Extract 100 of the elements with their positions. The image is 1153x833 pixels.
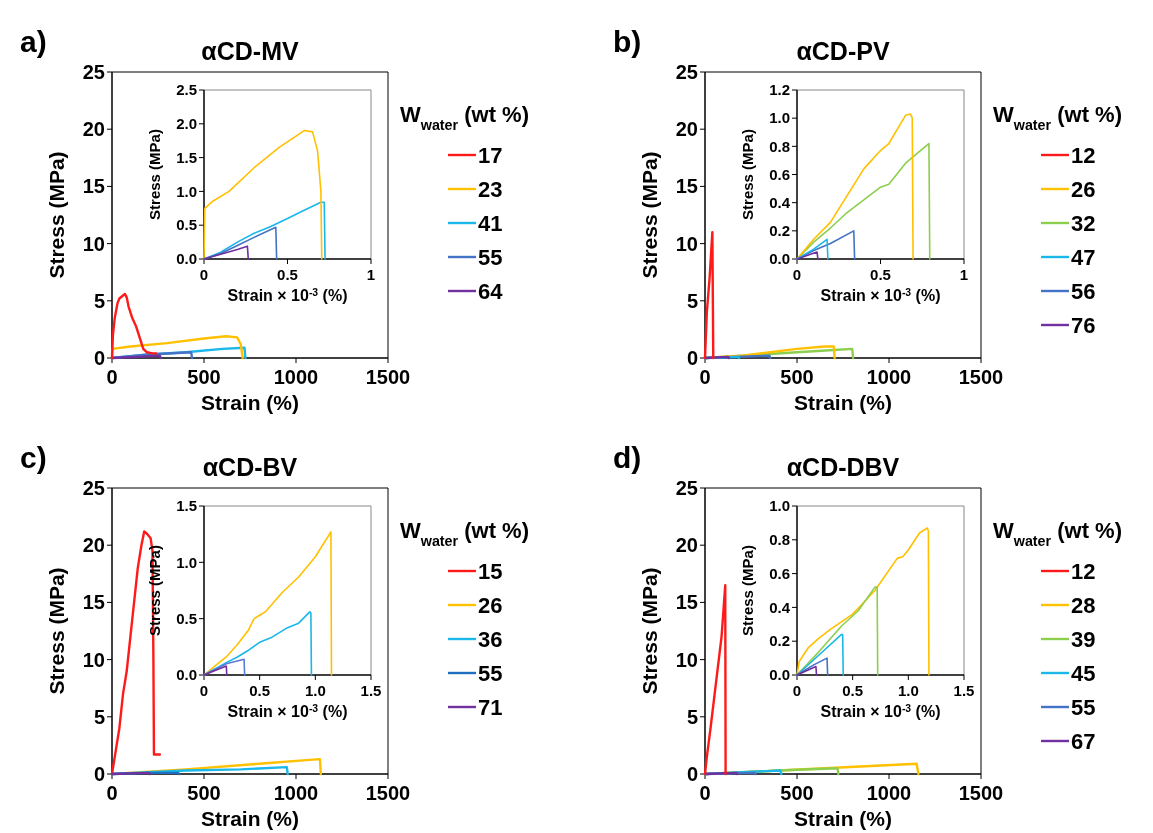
- legend-title: W$_{water}$ (wt %): [400, 102, 530, 133]
- legend-label: 55: [478, 661, 503, 686]
- legend-label: 23: [478, 177, 503, 202]
- line-series: [703, 230, 715, 360]
- legend-label: 67: [1071, 729, 1096, 754]
- x-tick-label: 1000: [273, 366, 319, 388]
- y-tick-label: 0: [93, 763, 105, 785]
- line-series: [110, 292, 158, 360]
- legend-label: 12: [1071, 559, 1096, 584]
- y-tick-label: 1.0: [176, 182, 197, 200]
- x-tick-label: 1500: [365, 782, 411, 804]
- x-tick-label: 1.0: [304, 682, 326, 699]
- y-tick-label: 0.4: [769, 193, 791, 211]
- y-tick-label: 0.8: [769, 531, 790, 549]
- y-tick-label: 5: [686, 289, 698, 312]
- line-series: [110, 530, 162, 776]
- y-tick-label: 10: [675, 232, 698, 255]
- legend-title: W$_{water}$ (wt %): [993, 518, 1123, 549]
- y-tick-label: 0: [686, 347, 698, 369]
- x-tick-label: 0.5: [277, 266, 298, 283]
- chart-title: αCD-PV: [796, 37, 890, 65]
- legend-label: 55: [478, 245, 503, 270]
- y-tick-label: 10: [82, 232, 105, 255]
- x-axis-title: Strain (%): [200, 391, 300, 414]
- x-tick-label: 500: [187, 782, 221, 804]
- y-tick-label: 0: [686, 763, 698, 785]
- line-series: [796, 586, 879, 676]
- y-axis-title: Stress (MPa): [45, 567, 68, 695]
- x-tick-label: 0: [792, 682, 802, 699]
- x-tick-label: 500: [187, 366, 221, 388]
- y-axis-title: Stress (MPa): [638, 151, 661, 279]
- x-tick-label: 500: [780, 366, 814, 388]
- text: a): [20, 25, 47, 58]
- y-tick-label: 25: [675, 477, 698, 499]
- x-tick-label: 0.5: [249, 682, 271, 699]
- y-tick-label: 10: [675, 648, 698, 671]
- x-axis-title: Strain (%): [793, 391, 893, 414]
- x-tick-label: 0.5: [870, 266, 891, 283]
- legend-label: 26: [1071, 177, 1096, 202]
- y-tick-label: 15: [675, 175, 698, 198]
- text: b): [613, 25, 642, 58]
- y-axis-title: Stress (MPa): [638, 567, 661, 695]
- y-tick-label: 10: [82, 648, 105, 671]
- line-series: [796, 113, 914, 260]
- x-tick-label: 1: [959, 266, 969, 283]
- text: c): [20, 441, 47, 474]
- x-tick-label: 0: [199, 266, 209, 283]
- x-tick-label: 0: [792, 266, 802, 283]
- y-tick-label: 2.0: [176, 115, 197, 133]
- x-axis-title: Strain × 10$^{-3}$ (%): [227, 286, 348, 304]
- line-series: [703, 584, 727, 776]
- y-tick-label: 1.0: [769, 497, 790, 515]
- y-tick-label: 0.5: [176, 609, 197, 627]
- x-axis-title: Strain × 10$^{-3}$ (%): [820, 286, 941, 304]
- y-tick-label: 20: [675, 534, 698, 557]
- y-tick-label: 1.2: [769, 81, 790, 99]
- y-tick-label: 25: [675, 61, 698, 83]
- x-tick-label: 1000: [866, 366, 912, 388]
- y-tick-label: 15: [675, 591, 698, 614]
- legend-label: 12: [1071, 143, 1096, 168]
- line-series: [203, 129, 323, 260]
- line-series: [203, 245, 250, 260]
- y-tick-label: 0.6: [769, 564, 790, 582]
- y-axis-title: Stress (MPa): [739, 129, 756, 220]
- y-tick-label: 20: [82, 118, 105, 141]
- y-tick-label: 0.0: [769, 666, 790, 684]
- y-tick-label: 1.5: [176, 148, 197, 166]
- y-tick-label: 0.2: [769, 632, 790, 650]
- line-series: [796, 527, 930, 676]
- y-tick-label: 0.0: [176, 666, 197, 684]
- legend-label: 64: [478, 279, 504, 304]
- x-tick-label: 0.5: [842, 682, 864, 699]
- x-axis-title: Strain (%): [200, 807, 300, 830]
- y-tick-label: 5: [93, 705, 105, 728]
- y-tick-label: 25: [82, 61, 105, 83]
- y-tick-label: 1.0: [769, 109, 790, 127]
- y-axis-title: Stress (MPa): [146, 545, 163, 636]
- chart-title: αCD-DBV: [786, 453, 900, 481]
- legend-label: 76: [1071, 313, 1096, 338]
- y-tick-label: 0: [93, 347, 105, 369]
- legend-label: 26: [478, 593, 503, 618]
- x-tick-label: 1500: [365, 366, 411, 388]
- y-tick-label: 0.2: [769, 222, 790, 240]
- y-tick-label: 25: [82, 477, 105, 499]
- x-axis-title: Strain × 10$^{-3}$ (%): [227, 702, 348, 720]
- x-tick-label: 1.5: [953, 682, 975, 699]
- legend-label: 41: [478, 211, 503, 236]
- legend-title: W$_{water}$ (wt %): [993, 102, 1123, 133]
- x-tick-label: 500: [780, 782, 814, 804]
- x-tick-label: 0: [199, 682, 209, 699]
- legend-label: 47: [1071, 245, 1096, 270]
- legend-label: 17: [478, 143, 503, 168]
- legend-label: 45: [1071, 661, 1096, 686]
- y-axis-title: Stress (MPa): [146, 129, 163, 220]
- legend-label: 55: [1071, 695, 1096, 720]
- y-tick-label: 0.8: [769, 137, 790, 155]
- legend-label: 71: [478, 695, 503, 720]
- y-axis-title: Stress (MPa): [739, 545, 756, 636]
- x-tick-label: 1500: [958, 782, 1004, 804]
- y-tick-label: 5: [686, 705, 698, 728]
